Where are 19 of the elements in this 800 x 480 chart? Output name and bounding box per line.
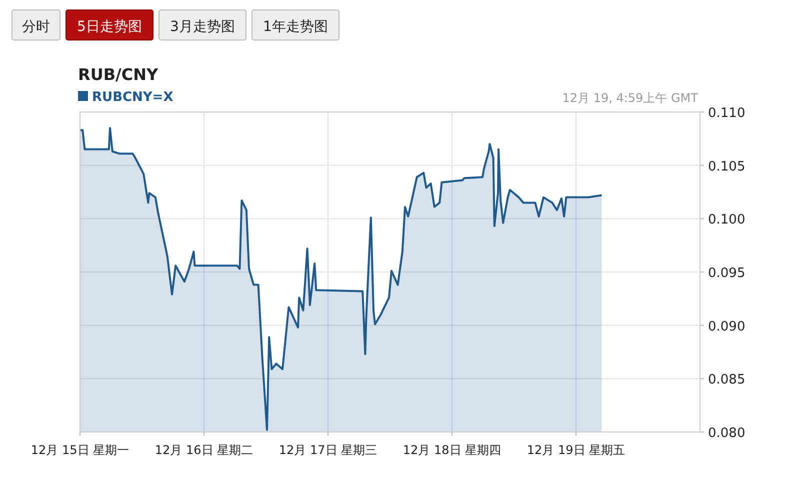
x-tick-label: 12月 19日 星期五 (526, 443, 626, 457)
x-tick-label: 12月 17日 星期三 (278, 443, 378, 457)
x-tick-label: 12月 16日 星期二 (154, 443, 254, 457)
y-tick-label: 0.090 (708, 319, 746, 334)
y-tick-label: 0.080 (708, 426, 746, 441)
legend-label: RUBCNY=X (92, 90, 174, 105)
text: 5日走势图 (77, 19, 142, 35)
text: 12月 19, 4:59上午 GMT (562, 91, 699, 105)
x-tick-label: 12月 15日 星期一 (30, 443, 130, 457)
text: 分时 (22, 19, 50, 35)
y-tick-label: 0.110 (708, 106, 746, 121)
y-tick-label: 0.100 (708, 212, 746, 228)
y-tick-label: 0.095 (708, 266, 746, 281)
chart-title: RUB/CNY (78, 65, 158, 84)
x-tick-label: 12月 18日 星期四 (402, 443, 502, 457)
y-tick-label: 0.085 (708, 372, 746, 388)
y-tick-label: 0.105 (708, 159, 746, 174)
text: 1年走势图 (263, 19, 328, 35)
text: 3月走势图 (170, 19, 235, 35)
